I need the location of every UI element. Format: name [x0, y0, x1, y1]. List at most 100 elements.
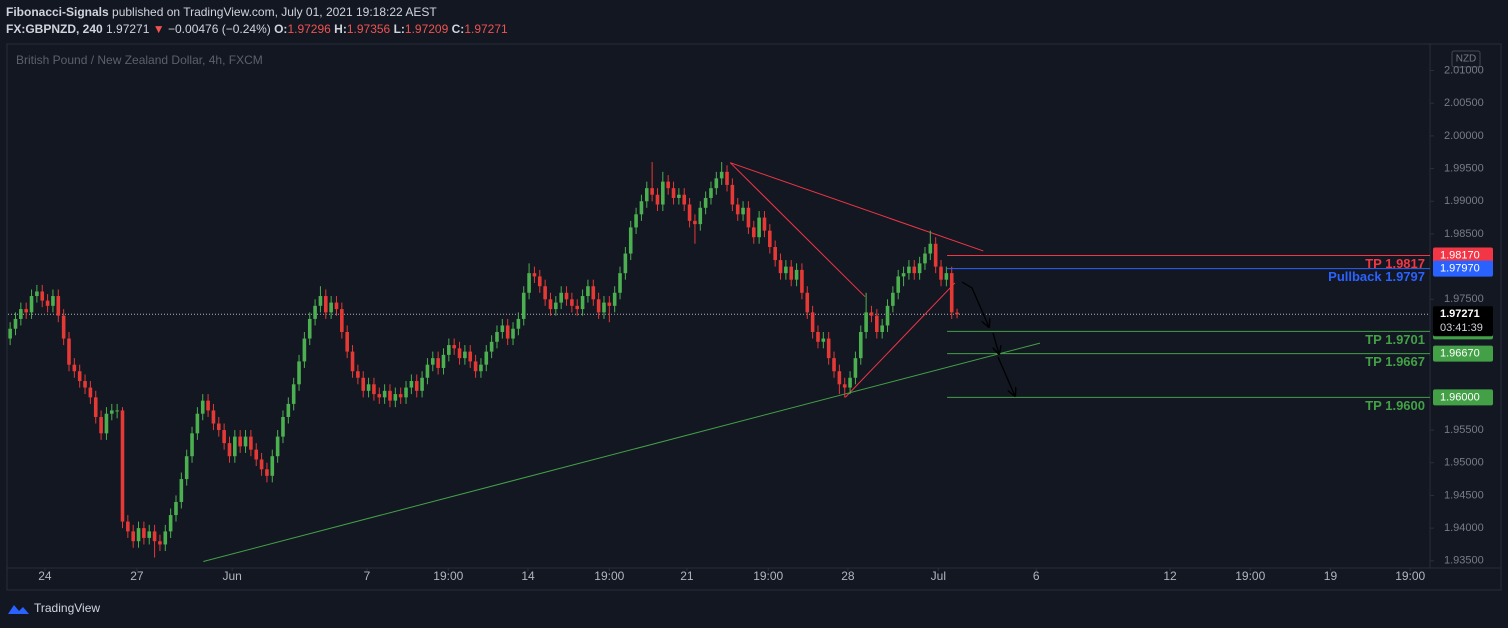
- candle-body: [72, 364, 77, 372]
- candle-body: [596, 299, 601, 313]
- chart-title: British Pound / New Zealand Dollar, 4h, …: [16, 53, 263, 67]
- candle-body: [778, 260, 783, 274]
- arrow-1: [961, 281, 989, 327]
- author: Fibonacci-Signals: [6, 5, 109, 19]
- candle-body: [955, 312, 959, 315]
- currency-button[interactable]: [1451, 50, 1481, 68]
- candle-body: [297, 361, 301, 385]
- last-price-badge: [1433, 306, 1493, 337]
- candle-body: [575, 305, 580, 310]
- candle-body: [618, 273, 622, 293]
- header: Fibonacci-Signals published on TradingVi…: [6, 4, 508, 38]
- candle-body: [19, 309, 23, 319]
- candle-body: [768, 230, 772, 248]
- candle-body: [447, 345, 451, 355]
- candle-body: [361, 377, 366, 391]
- candle-body: [35, 291, 39, 297]
- candle-body: [313, 305, 317, 319]
- x-tick-label: 12: [1163, 569, 1177, 583]
- arrow: ▼: [152, 22, 165, 36]
- candle-body: [398, 394, 403, 398]
- candle-body: [211, 410, 216, 424]
- candle-body: [505, 325, 510, 339]
- y-tick-label: 1.94000: [1444, 522, 1484, 534]
- candle-body: [393, 394, 398, 401]
- x-tick-label: 19:00: [594, 569, 624, 583]
- currency[interactable]: NZD: [1456, 54, 1477, 65]
- candle-body: [719, 171, 724, 179]
- candle-body: [163, 531, 168, 545]
- candle-body: [864, 312, 868, 332]
- candle-body: [249, 436, 253, 450]
- candle-body: [238, 436, 242, 447]
- candle-body: [329, 302, 333, 313]
- published: published on TradingView.com, July 01, 2…: [112, 5, 437, 19]
- candle-body: [334, 302, 339, 310]
- candle-body: [152, 531, 157, 542]
- candle-body: [61, 315, 66, 339]
- x-tick-label: 19:00: [1235, 569, 1265, 583]
- x-tick-label: 24: [38, 569, 52, 583]
- candle-body: [741, 207, 745, 215]
- publish-line: Fibonacci-Signals published on TradingVi…: [6, 4, 508, 21]
- plot: 2.01000 2.00500 2.00000 1.99500 1.99000 1.985…: [8, 64, 1493, 583]
- candle-body: [382, 390, 387, 398]
- candle-body: [746, 207, 751, 228]
- candle-body: [773, 247, 777, 261]
- candle-body: [537, 276, 542, 287]
- level-label: TP 1.9701: [1365, 332, 1425, 347]
- candle-body: [340, 309, 344, 332]
- candle-body: [409, 381, 414, 388]
- level-label: TP 1.9817: [1365, 256, 1425, 271]
- candle-body: [698, 207, 703, 225]
- candle-body: [227, 443, 232, 457]
- candle-body: [602, 302, 606, 313]
- ohlc-key: L:: [393, 22, 405, 36]
- candle-body: [810, 312, 815, 332]
- candle-body: [842, 384, 847, 388]
- candle-body: [430, 358, 435, 365]
- candle-body: [270, 456, 275, 476]
- level-badge: [1433, 260, 1493, 277]
- candle-body: [869, 312, 874, 316]
- candle-body: [377, 394, 382, 398]
- level-badge: [1433, 247, 1493, 264]
- candle-body: [457, 348, 462, 359]
- y-tick-label: 1.98500: [1444, 228, 1484, 240]
- candle-body: [511, 328, 515, 339]
- candle-body: [436, 358, 440, 368]
- x-tick-label: 19:00: [753, 569, 783, 583]
- x-tick-label: 19: [1324, 569, 1338, 583]
- candle-body: [366, 384, 371, 391]
- candle-body: [933, 243, 938, 267]
- candle-body: [521, 292, 526, 319]
- candle-body: [131, 531, 135, 542]
- candle-body: [655, 194, 660, 205]
- x-tick-label: 7: [364, 569, 371, 583]
- trendline: [730, 162, 984, 252]
- quote-line: FX:GBPNZD, 240 1.97271 ▼ −0.00476 (−0.24…: [6, 21, 508, 38]
- candle-body: [543, 286, 547, 300]
- candle-body: [725, 171, 729, 185]
- x-tick-label: 27: [130, 569, 144, 583]
- candle-body: [564, 292, 569, 300]
- candle-body: [441, 354, 446, 368]
- candle-body: [896, 276, 901, 293]
- candle-body: [912, 266, 917, 274]
- candle-body: [794, 269, 799, 280]
- y-tick-label: 1.99000: [1444, 195, 1484, 207]
- candle-body: [751, 227, 756, 238]
- candle-body: [917, 263, 922, 274]
- arrow-3: [997, 356, 1015, 396]
- change: −0.00476 (−0.24%): [168, 22, 271, 36]
- candle-body: [345, 331, 349, 352]
- candle-body: [516, 318, 521, 329]
- candle-body: [559, 292, 563, 303]
- candle-body: [939, 266, 943, 280]
- trendline: [844, 282, 956, 398]
- candle-body: [158, 541, 162, 545]
- candle-body: [356, 371, 360, 378]
- last-price-label: 1.97271: [1440, 308, 1480, 320]
- candle-body: [67, 338, 71, 365]
- candle-body: [190, 433, 194, 457]
